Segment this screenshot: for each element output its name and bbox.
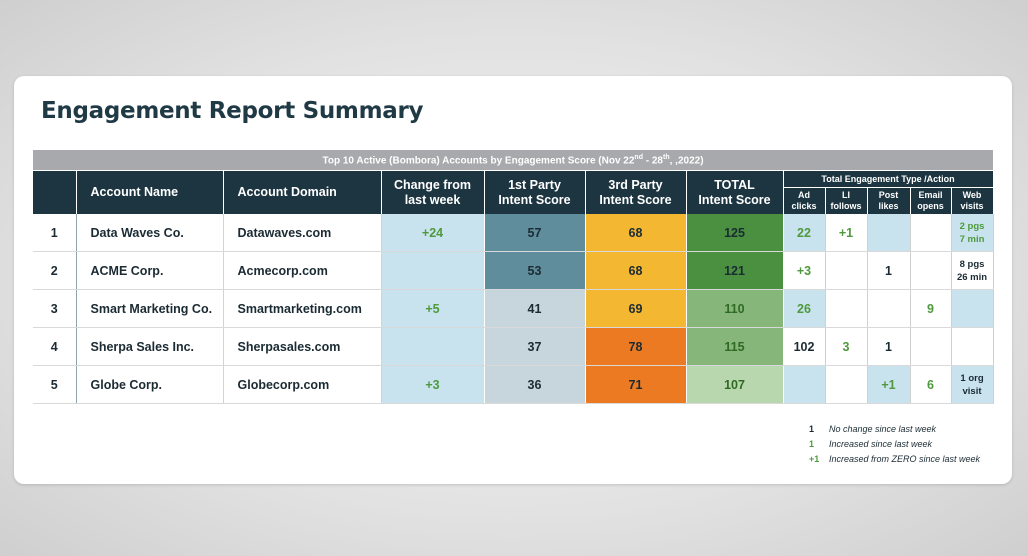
legend-text: Increased since last week — [829, 439, 933, 449]
legend-symbol: 1 — [809, 439, 815, 449]
ad-clicks-cell: +3 — [783, 251, 826, 290]
change-cell: +5 — [381, 289, 485, 328]
legend-item: 1 Increased since last week — [809, 437, 980, 452]
legend-symbol: +1 — [809, 454, 820, 464]
post-likes-cell — [867, 289, 911, 328]
legend: 1 No change since last week 1 Increased sin… — [809, 422, 980, 467]
header-num — [33, 170, 77, 214]
row-number: 1 — [33, 214, 77, 252]
first-party-score: 57 — [484, 214, 586, 252]
row-number: 4 — [33, 327, 77, 366]
header-row: Account Name Account Domain Change from l… — [33, 170, 994, 214]
change-cell — [381, 251, 485, 290]
post-likes-cell: +1 — [867, 365, 911, 404]
web-visits-cell — [951, 289, 994, 328]
table-row: 4 Sherpa Sales Inc. Sherpasales.com 37 78 115… — [33, 327, 994, 366]
row-number: 3 — [33, 289, 77, 328]
account-domain: Sherpasales.com — [223, 327, 382, 366]
header-total: TOTAL Intent Score — [686, 170, 784, 214]
account-domain: Datawaves.com — [223, 214, 382, 252]
web-visits-cell — [951, 327, 994, 366]
ad-clicks-cell: 22 — [783, 214, 826, 252]
total-score: 121 — [686, 251, 784, 290]
change-cell: +24 — [381, 214, 485, 252]
li-follows-cell: +1 — [825, 214, 868, 252]
header-li-follows: LI follows — [825, 187, 868, 214]
banner-text: Top 10 Active (Bombora) Accounts by Enga… — [322, 155, 635, 167]
ad-clicks-cell: 102 — [783, 327, 826, 366]
header-1st-party: 1st Party Intent Score — [484, 170, 586, 214]
third-party-score: 78 — [585, 327, 687, 366]
li-follows-cell — [825, 289, 868, 328]
email-opens-cell: 6 — [910, 365, 952, 404]
account-domain: Acmecorp.com — [223, 251, 382, 290]
email-opens-cell: 9 — [910, 289, 952, 328]
header-3rd-party: 3rd Party Intent Score — [585, 170, 687, 214]
legend-item: 1 No change since last week — [809, 422, 980, 437]
account-name: Data Waves Co. — [76, 214, 224, 252]
table-row: 2 ACME Corp. Acmecorp.com 53 68 121 +3 1 8 pgs 26… — [33, 251, 994, 290]
post-likes-cell — [867, 214, 911, 252]
change-cell — [381, 327, 485, 366]
web-visits-cell: 1 org visit — [951, 365, 994, 404]
table-banner: Top 10 Active (Bombora) Accounts by Enga… — [33, 150, 994, 171]
legend-text: No change since last week — [829, 424, 937, 434]
legend-item: +1 Increased from ZERO since last week — [809, 452, 980, 467]
legend-text: Increased from ZERO since last week — [829, 454, 981, 464]
li-follows-cell — [825, 365, 868, 404]
row-number: 5 — [33, 365, 77, 404]
web-visits-cell: 2 pgs 7 min — [951, 214, 994, 252]
change-cell: +3 — [381, 365, 485, 404]
table-row: 5 Globe Corp. Globecorp.com +3 36 71 107 +1 6 1 o… — [33, 365, 994, 404]
header-engagement-group: Total Engagement Type /Action — [783, 170, 994, 188]
header-web-visits: Web visits — [951, 187, 994, 214]
ad-clicks-cell — [783, 365, 826, 404]
first-party-score: 36 — [484, 365, 586, 404]
first-party-score: 41 — [484, 289, 586, 328]
engagement-subheader-row: Ad clicks LI follows Post likes Email opens … — [33, 187, 994, 214]
page-title: Engagement Report Summary — [41, 98, 424, 124]
header-account-name: Account Name — [76, 170, 224, 214]
account-name: Sherpa Sales Inc. — [76, 327, 224, 366]
account-name: Globe Corp. — [76, 365, 224, 404]
first-party-score: 53 — [484, 251, 586, 290]
web-visits-cell: 8 pgs 26 min — [951, 251, 994, 290]
legend-symbol: 1 — [809, 424, 815, 434]
email-opens-cell — [910, 327, 952, 366]
row-number: 2 — [33, 251, 77, 290]
table-row: 1 Data Waves Co. Datawaves.com +24 57 68 125 22… — [33, 214, 994, 252]
total-score: 110 — [686, 289, 784, 328]
engagement-table: Top 10 Active (Bombora) Accounts by Enga… — [33, 150, 994, 404]
third-party-score: 68 — [585, 214, 687, 252]
li-follows-cell — [825, 251, 868, 290]
third-party-score: 71 — [585, 365, 687, 404]
account-domain: Globecorp.com — [223, 365, 382, 404]
email-opens-cell — [910, 251, 952, 290]
header-email-opens: Email opens — [910, 187, 952, 214]
account-domain: Smartmarketing.com — [223, 289, 382, 328]
first-party-score: 37 — [484, 327, 586, 366]
email-opens-cell — [910, 214, 952, 252]
table-row: 3 Smart Marketing Co. Smartmarketing.com +5… — [33, 289, 994, 328]
header-ad-clicks: Ad clicks — [783, 187, 826, 214]
li-follows-cell: 3 — [825, 327, 868, 366]
account-name: ACME Corp. — [76, 251, 224, 290]
post-likes-cell: 1 — [867, 251, 911, 290]
third-party-score: 69 — [585, 289, 687, 328]
header-account-domain: Account Domain — [223, 170, 382, 214]
post-likes-cell: 1 — [867, 327, 911, 366]
total-score: 107 — [686, 365, 784, 404]
total-score: 115 — [686, 327, 784, 366]
ad-clicks-cell: 26 — [783, 289, 826, 328]
header-change: Change from last week — [381, 170, 485, 214]
header-post-likes: Post likes — [867, 187, 911, 214]
report-card: Engagement Report Summary Top 10 Active … — [14, 76, 1012, 484]
total-score: 125 — [686, 214, 784, 252]
account-name: Smart Marketing Co. — [76, 289, 224, 328]
third-party-score: 68 — [585, 251, 687, 290]
